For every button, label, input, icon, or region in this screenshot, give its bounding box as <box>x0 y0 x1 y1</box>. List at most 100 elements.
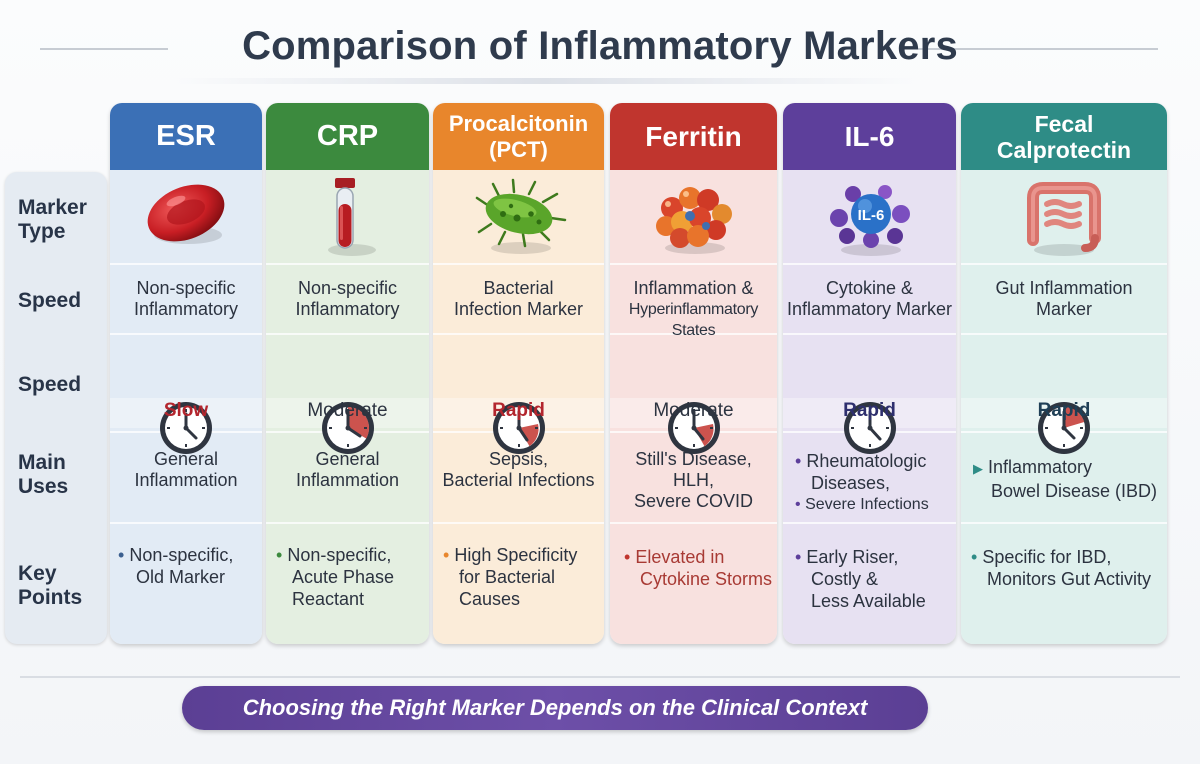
uses-line: Rheumatologic <box>806 451 927 471</box>
key-point: • High Specificity for Bacterial Causes <box>443 544 577 610</box>
key-point-line: Monitors Gut Activity <box>987 569 1152 589</box>
key-point-line: Cytokine Storms <box>640 569 773 589</box>
marker-column-esr: ESR Non-specific Inflammatory Slow Genera… <box>110 103 262 644</box>
category-line: Hyperinflammatory States <box>628 301 759 339</box>
column-body: Non-specific Inflammatory Moderate Genera… <box>266 170 429 644</box>
marker-column-ferritin: Ferritin Inflammation & Hyperinflammatory… <box>610 103 777 644</box>
category-line: Gut Inflammation <box>995 278 1133 298</box>
speed-label: Rapid <box>492 400 545 421</box>
key-point-line: High Specificity <box>454 545 578 565</box>
category-line: Bacterial <box>483 278 554 298</box>
marker-column-il6: IL-6 IL-6 Cytokine & Inflammatory Marker <box>783 103 956 644</box>
key-point-line: Non-specific, <box>129 545 234 565</box>
row-label-text: Speed <box>18 373 82 396</box>
bullet-icon: ▶ <box>973 461 983 476</box>
bullet-icon: • <box>795 496 801 513</box>
footer-banner: Choosing the Right Marker Depends on the… <box>182 686 928 730</box>
uses-list: • Rheumatologic Diseases, • Severe Infec… <box>795 450 929 516</box>
uses-line: HLH, <box>672 470 714 490</box>
ferritin-molecule-icon <box>656 187 732 254</box>
column-header: Fecal Calprotectin <box>961 103 1167 170</box>
bacterium-icon <box>475 178 567 254</box>
key-point-line: Causes <box>459 589 521 609</box>
clock-icon <box>843 402 896 454</box>
key-point: • Non-specific, Old Marker <box>118 544 233 588</box>
column-header-text: Fecal Calprotectin <box>996 110 1132 163</box>
bullet-icon: • <box>971 547 978 567</box>
il6-cytokine-icon: IL-6 <box>830 185 910 256</box>
title-underline <box>170 78 920 84</box>
uses-line: Bacterial Infections <box>442 470 595 490</box>
uses-line: Sepsis, <box>488 449 549 469</box>
clock-icon <box>492 402 545 454</box>
column-body: Gut Inflammation Marker Rapid ▶ Inflammat… <box>961 170 1167 644</box>
uses-line: Diseases, <box>811 473 891 493</box>
clock-icon <box>667 402 720 454</box>
key-point-line: Non-specific, <box>287 545 392 565</box>
key-point: • Elevated in Cytokine Storms <box>624 546 772 590</box>
category-line: Inflammatory Marker <box>786 299 953 319</box>
row-label-text: Key Points <box>18 562 83 609</box>
footer-divider <box>20 676 1180 678</box>
key-point-line: Reactant <box>292 589 365 609</box>
column-body: Inflammation & Hyperinflammatory States M… <box>610 170 777 644</box>
uses-line: General <box>153 449 219 469</box>
key-point-line: for Bacterial <box>459 567 556 587</box>
row-label-marker-type: Marker Type <box>18 196 108 244</box>
column-header: IL-6 <box>783 103 956 170</box>
bullet-icon: • <box>624 547 631 567</box>
column-header-text: IL-6 <box>844 120 895 152</box>
footer-text: Choosing the Right Marker Depends on the… <box>242 695 868 720</box>
category-line: Cytokine & <box>825 278 914 298</box>
row-label-key-points: Key Points <box>18 562 108 610</box>
key-point-line: Acute Phase <box>292 567 395 587</box>
row-label-text: Marker Type <box>18 196 87 243</box>
column-body: IL-6 Cytokine & Inflammatory Marker Rapid… <box>783 170 956 644</box>
column-header: Procalcitonin (PCT) <box>433 103 604 170</box>
bullet-icon: • <box>795 451 802 471</box>
category-line: Infection Marker <box>453 299 584 319</box>
key-point-line: Less Available <box>811 591 926 611</box>
column-header-text: ESR <box>156 120 216 152</box>
blood-test-tube-icon <box>328 178 376 256</box>
bullet-icon: • <box>443 545 450 565</box>
column-body: Bacterial Infection Marker Rapid Sepsis, B… <box>433 170 604 644</box>
uses-line: Still's Disease, <box>635 449 752 469</box>
column-header: ESR <box>110 103 262 170</box>
uses-line: Bowel Disease (IBD) <box>991 481 1158 501</box>
column-header: Ferritin <box>610 103 777 170</box>
key-point-line: Old Marker <box>136 567 226 587</box>
uses-list: ▶ Inflammatory Bowel Disease (IBD) <box>973 456 1157 502</box>
marker-column-crp: CRP Non-specific Inflammatory Moderate <box>266 103 429 644</box>
column-header-text: CRP <box>316 120 379 152</box>
title-area: Comparison of Inflammatory Markers <box>0 18 1200 84</box>
clock-icon <box>160 402 212 454</box>
speed-label: Slow <box>163 400 209 421</box>
category-line: Inflammatory <box>295 299 400 319</box>
row-label-main-uses: Main Uses <box>18 451 108 499</box>
column-body: Non-specific Inflammatory Slow General Inf… <box>110 170 262 644</box>
uses-line: Inflammation <box>134 470 238 490</box>
key-point-line: Specific for IBD, <box>982 547 1112 567</box>
clock-icon <box>1038 402 1090 454</box>
key-point: • Non-specific, Acute Phase Reactant <box>276 544 394 610</box>
uses-line: Severe Infections <box>805 496 929 513</box>
category-line: Inflammation & <box>633 278 754 298</box>
red-blood-cell-icon <box>147 184 225 244</box>
key-point-line: Elevated in <box>635 547 725 567</box>
row-label-text: Main Uses <box>18 451 69 498</box>
bullet-icon: • <box>118 545 125 565</box>
uses-line: Inflammation <box>295 470 400 490</box>
column-header: CRP <box>266 103 429 170</box>
marker-column-fecal-calprotectin: Fecal Calprotectin Gut Inflammation Marke… <box>961 103 1167 644</box>
category-line: Marker <box>1035 299 1092 319</box>
row-label-column <box>5 172 107 644</box>
uses-line: Severe COVID <box>633 491 754 511</box>
row-label-speed-1: Speed <box>18 289 108 313</box>
page-title: Comparison of Inflammatory Markers <box>242 24 958 68</box>
title-rule-right <box>918 48 1158 50</box>
uses-line: General <box>315 449 380 469</box>
category-line: Inflammatory <box>133 299 239 319</box>
category-line: Non-specific <box>136 278 236 298</box>
